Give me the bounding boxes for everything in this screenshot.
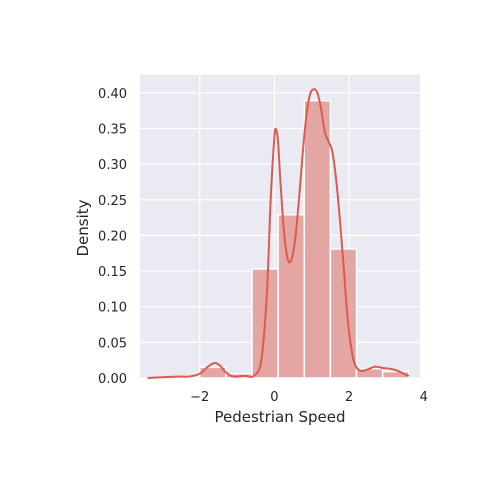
x-axis-label: Pedestrian Speed (214, 408, 345, 426)
x-tick-labels: −2 0 2 4 (190, 390, 428, 405)
y-axis-label: Density (74, 199, 92, 256)
y-tick-label: 0.35 (98, 122, 127, 137)
kde-curve (147, 88, 410, 379)
y-tick-labels: 0.00 0.05 0.10 0.15 0.20 0.25 0.30 0.35 0.40 (98, 87, 127, 387)
y-tick-label: 0.20 (98, 229, 127, 244)
y-tick-label: 0.00 (98, 372, 127, 387)
y-tick-label: 0.10 (98, 301, 127, 316)
y-tick-label: 0.40 (98, 87, 127, 102)
x-tick-label: 4 (420, 390, 428, 405)
y-tick-label: 0.25 (98, 194, 127, 209)
histogram-bar (381, 370, 410, 379)
y-tick-label: 0.15 (98, 265, 127, 280)
histogram-bar (277, 213, 306, 379)
x-tick-label: 2 (345, 390, 353, 405)
y-tick-label: 0.05 (98, 336, 127, 351)
x-tick-label: 0 (270, 390, 278, 405)
x-tick-label: −2 (190, 390, 209, 405)
histogram-bar (303, 99, 332, 379)
y-tick-label: 0.30 (98, 158, 127, 173)
